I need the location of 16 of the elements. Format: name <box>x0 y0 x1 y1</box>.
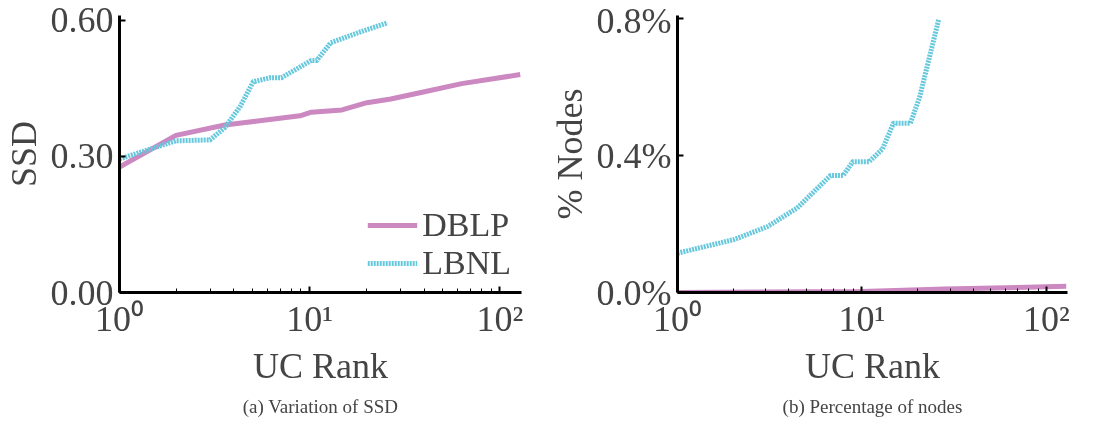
x-tick-label: 10¹ <box>838 298 886 339</box>
y-tick-label: 0.4% <box>596 135 672 176</box>
y-tick-label: 0.30 <box>50 136 114 177</box>
y-axis-title: % Nodes <box>549 88 590 220</box>
legend-label: DBLP <box>422 206 510 244</box>
x-tick-label: 10² <box>1023 298 1070 339</box>
x-axis-title: UC Rank <box>805 345 940 386</box>
x-tick-label: 10¹ <box>286 298 334 339</box>
y-axis-title: SSD <box>3 120 44 188</box>
y-tick-label: 0.60 <box>50 0 114 41</box>
legend-label: LBNL <box>422 244 511 282</box>
text: (a) Variation of SSD <box>242 395 398 418</box>
x-tick-label: 10² <box>476 298 524 339</box>
x-axis-title: UC Rank <box>253 345 388 386</box>
text: (b) Percentage of nodes <box>782 395 963 418</box>
y-tick-label: 0.8% <box>596 0 672 41</box>
